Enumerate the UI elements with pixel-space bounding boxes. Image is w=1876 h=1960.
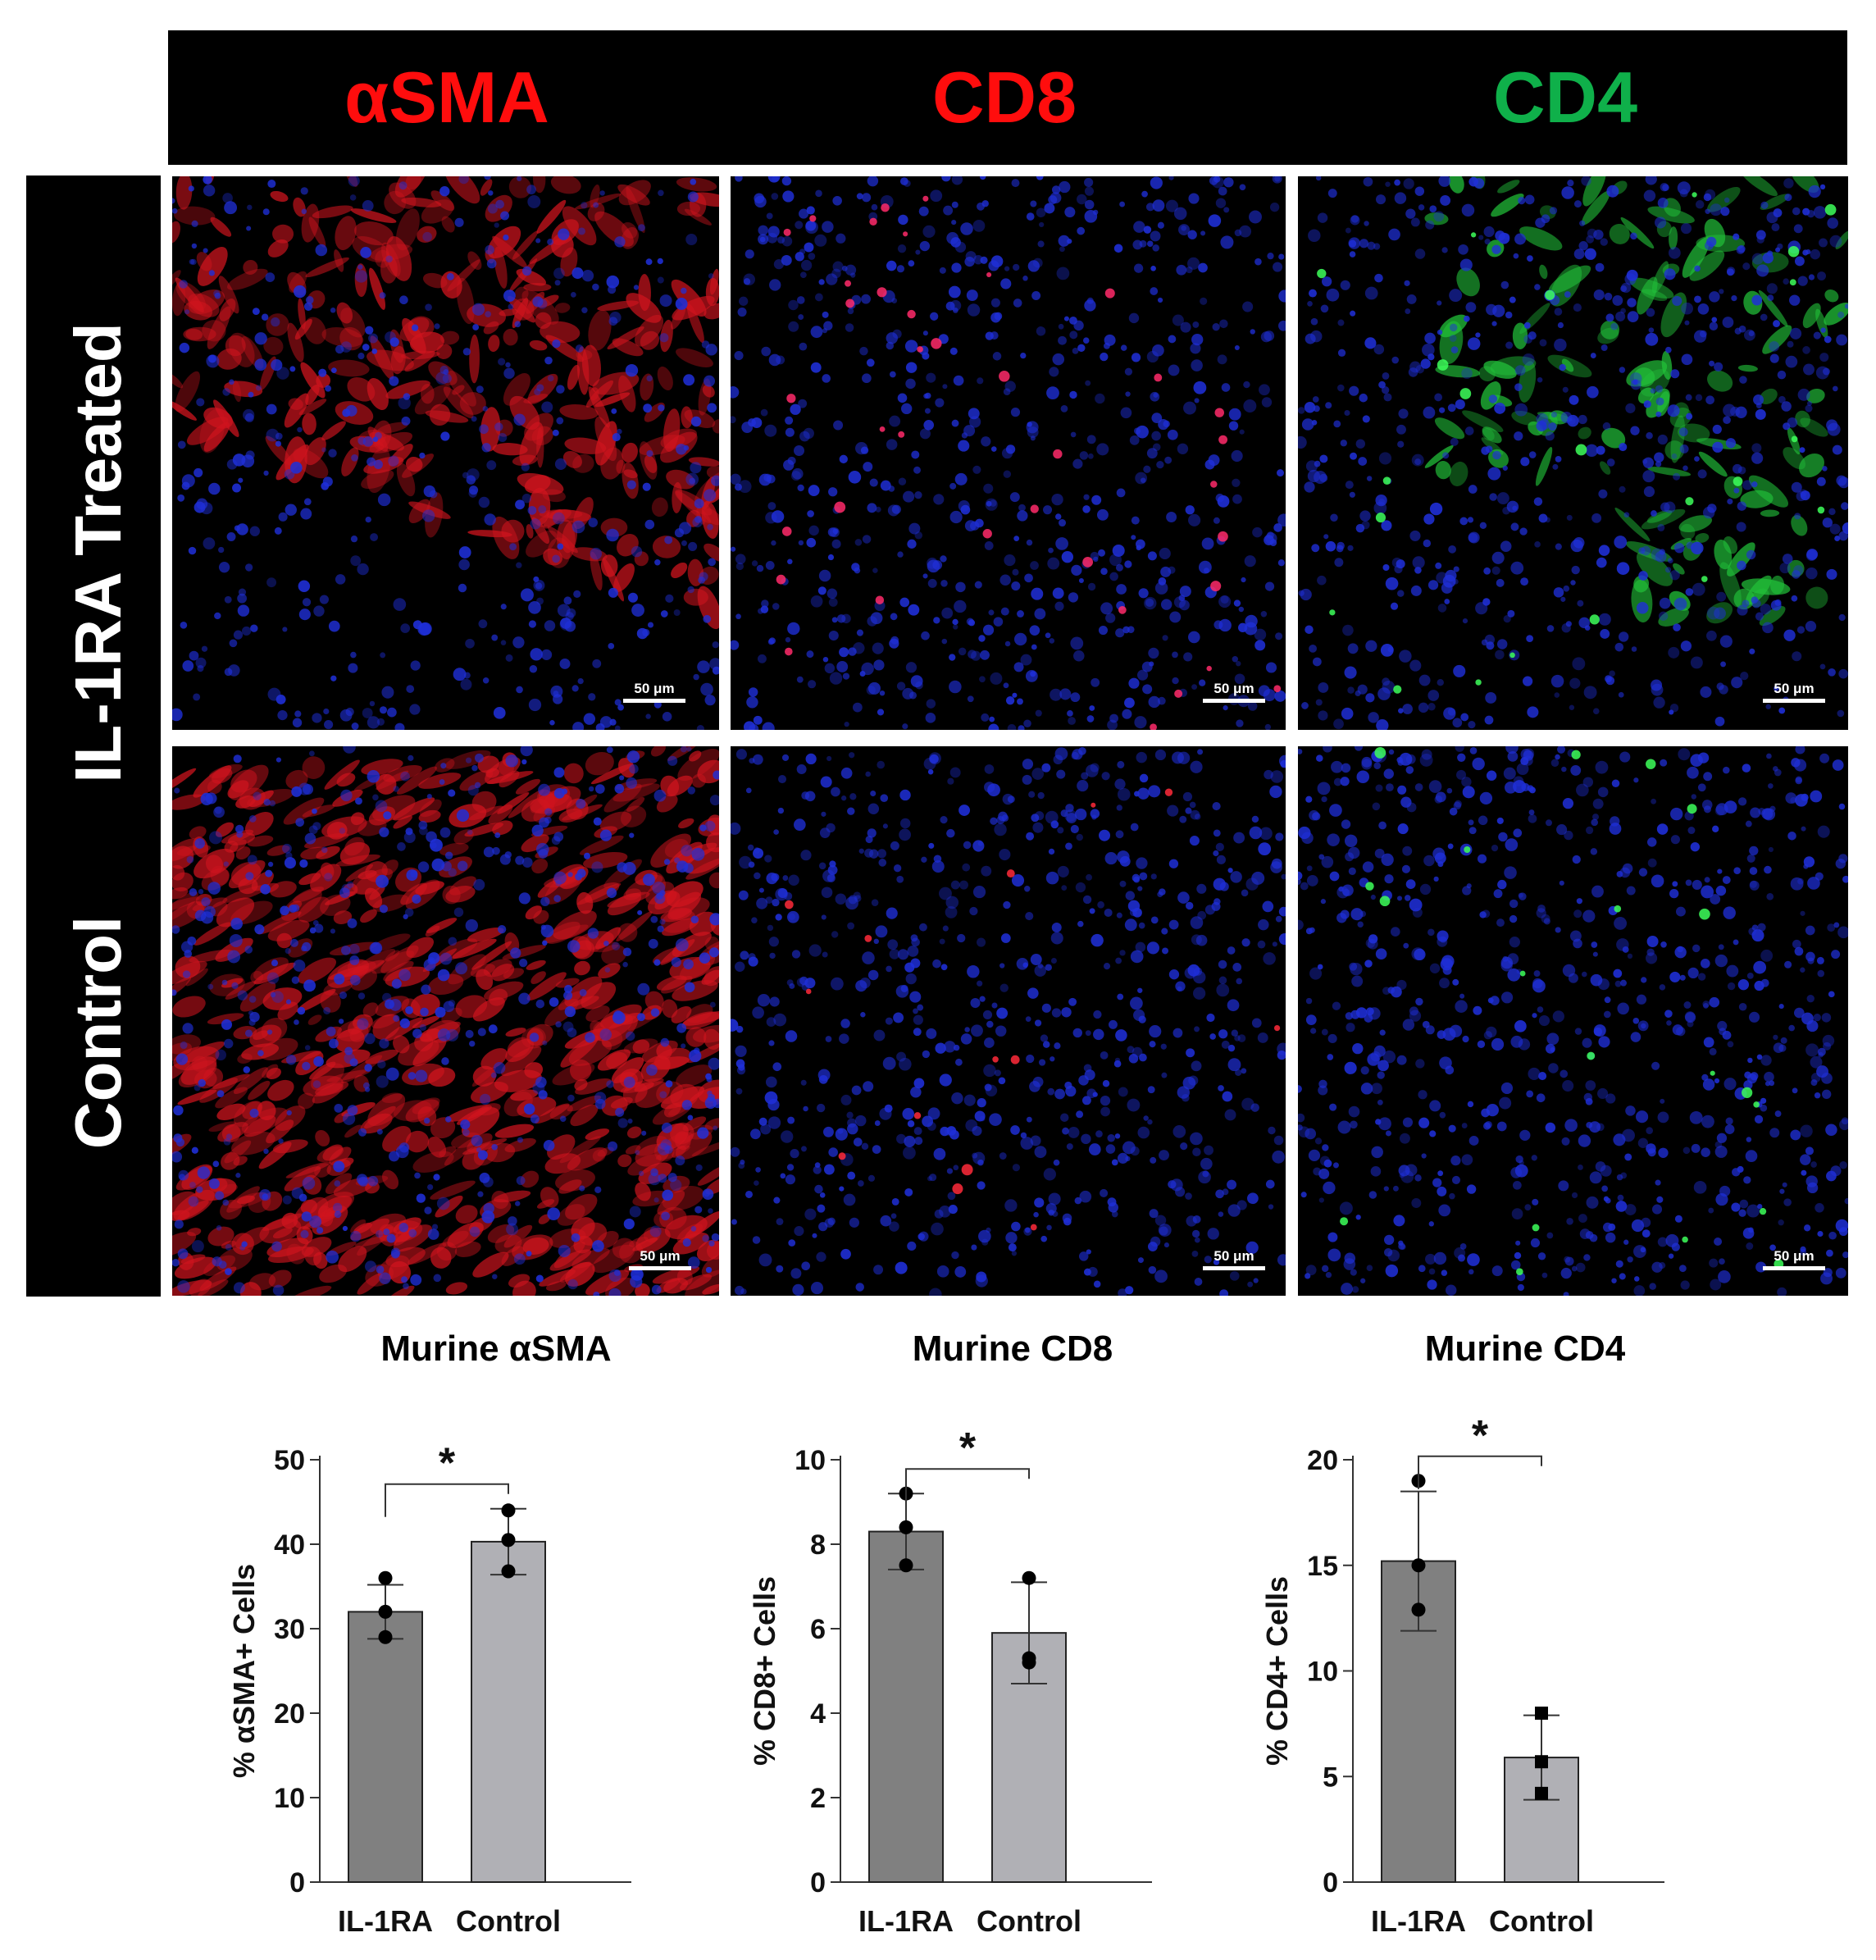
significance-bracket — [385, 1483, 509, 1517]
y-tick-label: 20 — [1307, 1445, 1338, 1476]
micrograph-treated-cd8 — [731, 176, 1286, 730]
row-label-bar: IL-1RA Treated Control — [26, 175, 161, 1297]
bar — [348, 1611, 423, 1883]
y-tick-label: 2 — [810, 1783, 826, 1814]
bar — [471, 1540, 546, 1883]
micrograph-texture — [1298, 176, 1848, 730]
scale-bar: 50 μm — [629, 1248, 691, 1270]
micrograph-control-cd4 — [1298, 746, 1848, 1296]
micrograph-texture — [172, 746, 719, 1296]
y-tick-label: 40 — [274, 1529, 305, 1561]
x-tick-label: IL-1RA — [1371, 1904, 1466, 1938]
micrograph-treated-asma — [172, 176, 719, 730]
y-tick-label: 4 — [810, 1698, 826, 1730]
column-label-cd4: CD4 — [1492, 57, 1638, 138]
chart-title-cd8: Murine CD8 — [912, 1329, 1113, 1369]
micrograph-texture — [1298, 746, 1848, 1296]
y-tick-label: 10 — [1307, 1657, 1338, 1688]
bar — [991, 1632, 1067, 1883]
y-tick-label: 5 — [1323, 1762, 1338, 1793]
y-tick-label: 10 — [274, 1783, 305, 1814]
y-tick-label: 0 — [1323, 1867, 1338, 1898]
micrograph-treated-cd4 — [1298, 176, 1848, 730]
y-axis-label: % CD8+ Cells — [748, 1576, 781, 1766]
y-tick-label: 8 — [810, 1529, 826, 1561]
bar-chart-asma: 0 10 20 30 40 50 % αSMA+ Cells IL-1RA Control * — [227, 1440, 631, 1938]
bar-chart-cd8: 0 2 4 6 8 10 % CD8+ Cells IL-1RA Control * — [748, 1424, 1152, 1938]
data-point — [378, 1570, 393, 1585]
chart-title-asma: Murine αSMA — [380, 1329, 612, 1369]
data-point — [899, 1558, 913, 1573]
y-tick-label: 0 — [810, 1867, 826, 1898]
data-point — [501, 1564, 516, 1579]
y-tick-label: 0 — [289, 1867, 305, 1898]
micrograph-texture — [731, 747, 1286, 1296]
significance-bracket — [905, 1468, 1030, 1502]
data-point — [1535, 1786, 1548, 1800]
y-tick-label: 50 — [274, 1445, 305, 1476]
bar — [868, 1530, 944, 1884]
y-tick-label: 10 — [795, 1445, 826, 1476]
data-point — [378, 1630, 393, 1644]
x-tick-label: Control — [456, 1904, 561, 1938]
micrograph-texture — [731, 176, 1286, 730]
data-point — [1535, 1707, 1548, 1720]
y-tick-label: 6 — [810, 1614, 826, 1645]
x-tick-label: IL-1RA — [858, 1904, 954, 1938]
data-point — [1411, 1558, 1426, 1573]
data-point — [501, 1533, 516, 1547]
chart-title-cd4: Murine CD4 — [1424, 1329, 1626, 1369]
significance-bracket — [1418, 1455, 1542, 1489]
column-label-asma: αSMA — [344, 57, 549, 138]
data-point — [1022, 1655, 1036, 1670]
micrograph-control-asma — [172, 746, 719, 1296]
bar-chart-cd4: 0 5 10 15 20 % CD4+ Cells IL-1RA Control * — [1260, 1412, 1664, 1938]
y-axis-label: % αSMA+ Cells — [227, 1564, 261, 1778]
significance-marker: * — [439, 1440, 456, 1488]
significance-marker: * — [1472, 1412, 1489, 1460]
y-tick-label: 20 — [274, 1698, 305, 1730]
scale-bar: 50 μm — [1763, 1248, 1825, 1270]
column-header-bar: αSMA CD8 CD4 — [168, 30, 1847, 165]
significance-marker: * — [959, 1424, 977, 1472]
data-point — [899, 1520, 913, 1534]
x-tick-label: Control — [977, 1904, 1081, 1938]
y-tick-label: 15 — [1307, 1551, 1338, 1582]
x-tick-label: IL-1RA — [338, 1904, 433, 1938]
scale-bar: 50 μm — [1203, 681, 1265, 703]
y-axis-label: % CD4+ Cells — [1260, 1576, 1294, 1766]
scale-bar: 50 μm — [1763, 681, 1825, 703]
micrograph-control-cd8 — [731, 746, 1286, 1296]
x-tick-label: Control — [1489, 1904, 1594, 1938]
row-label-treated: IL-1RA Treated — [61, 322, 134, 783]
data-point — [1022, 1570, 1036, 1585]
data-point — [1411, 1602, 1426, 1617]
scale-bar: 50 μm — [1203, 1248, 1265, 1270]
column-label-cd8: CD8 — [931, 57, 1077, 138]
micrograph-texture — [172, 176, 719, 730]
y-tick-label: 30 — [274, 1614, 305, 1645]
scale-bar: 50 μm — [623, 681, 685, 703]
data-point — [501, 1503, 516, 1518]
row-label-control: Control — [61, 915, 134, 1150]
data-point — [378, 1604, 393, 1619]
data-point — [1535, 1755, 1548, 1769]
